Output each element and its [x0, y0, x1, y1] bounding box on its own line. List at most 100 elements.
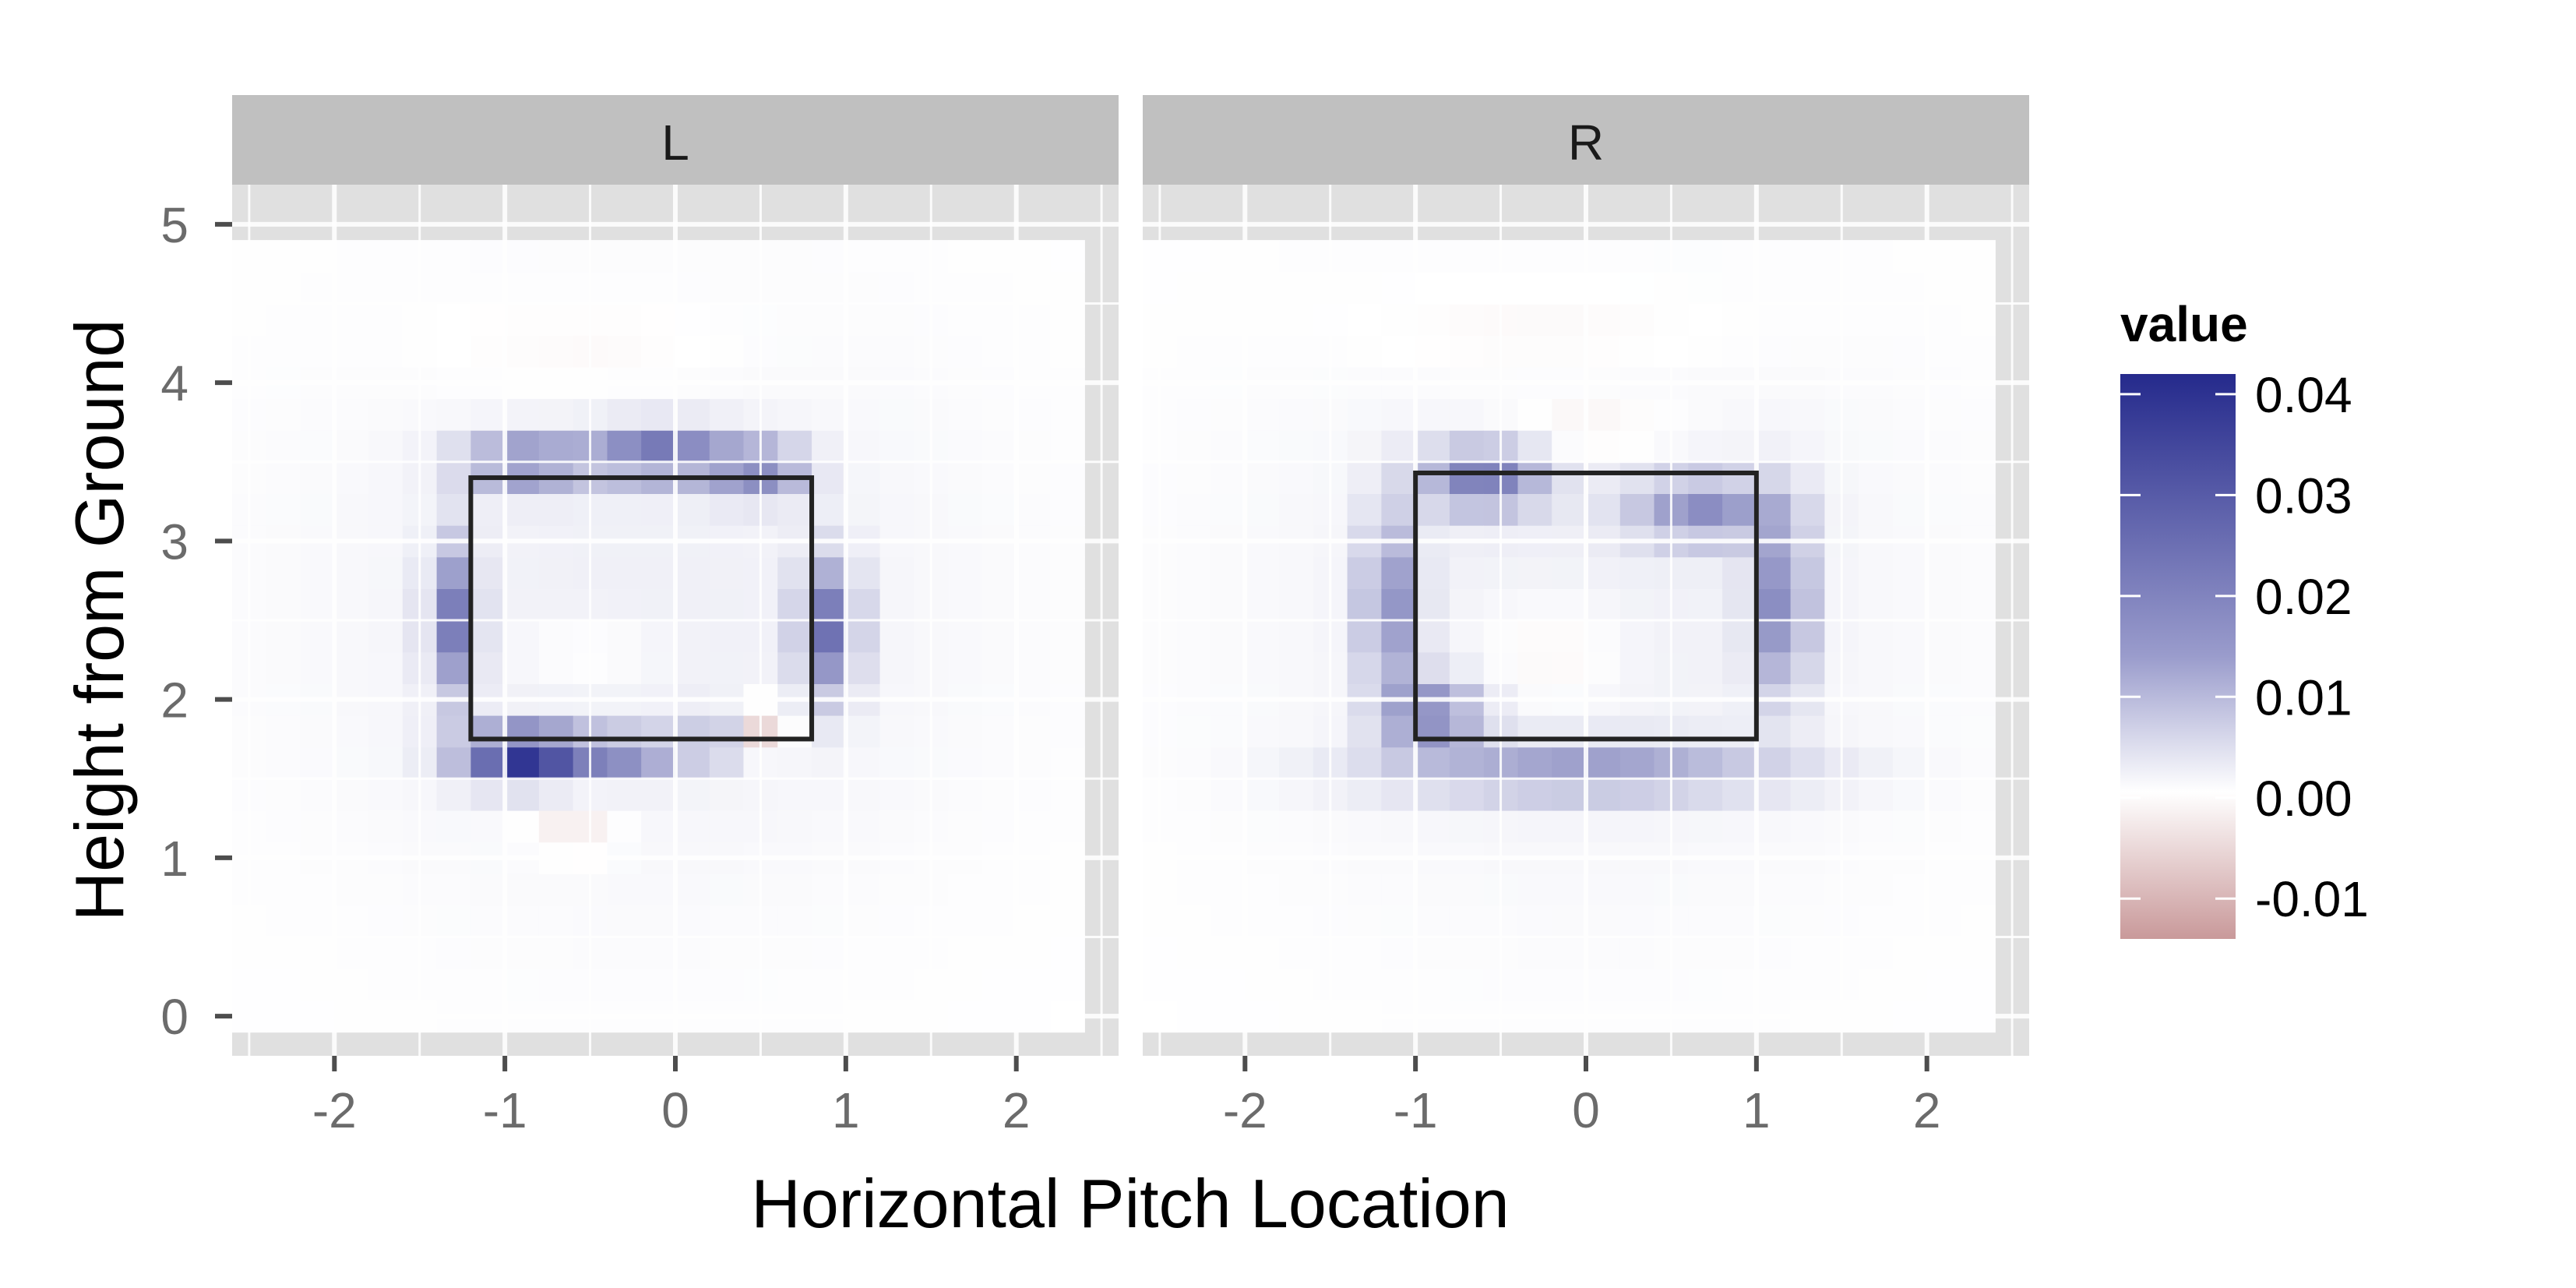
heat-tile [641, 873, 676, 906]
heat-tile [1756, 556, 1792, 589]
heat-tile [1619, 778, 1655, 811]
heat-tile [538, 430, 574, 463]
heat-tile [845, 493, 881, 526]
y-tick-label: 5 [160, 197, 189, 253]
heat-tile [368, 905, 403, 938]
heat-tile [1176, 493, 1212, 526]
heat-tile [709, 715, 745, 748]
heat-tile [334, 493, 369, 526]
heat-tile [1050, 746, 1085, 779]
heat-tile [709, 746, 745, 779]
heat-tile [1381, 620, 1416, 653]
heat-tile [1892, 937, 1928, 969]
heat-tile [777, 873, 812, 906]
heat-tile [538, 556, 574, 589]
heat-tile [981, 335, 1017, 368]
heat-tile [1347, 715, 1382, 748]
heat-tile [948, 937, 983, 969]
heat-tile [1279, 969, 1314, 1001]
heat-tile [1415, 937, 1450, 969]
heat-tile [1756, 620, 1792, 653]
heat-tile [334, 715, 369, 748]
heat-tile [505, 937, 540, 969]
heat-tile [607, 271, 642, 305]
heat-tile [1688, 271, 1723, 305]
heat-tile [1859, 461, 1894, 494]
heat-tile [879, 715, 914, 748]
heat-tile [1245, 556, 1280, 589]
heat-tile [607, 937, 642, 969]
heat-tile [709, 335, 745, 368]
heat-tile [436, 969, 471, 1001]
heat-tile [1619, 937, 1655, 969]
heat-tile [607, 430, 642, 463]
heat-tile [368, 651, 403, 684]
heat-tile [1279, 240, 1314, 273]
heat-tile [1756, 937, 1792, 969]
heat-tile [1586, 556, 1621, 589]
heat-tile [505, 810, 540, 843]
heat-tile [1552, 778, 1587, 811]
heat-tile [436, 303, 471, 336]
heat-tile [1050, 969, 1085, 1001]
heat-tile [1892, 746, 1928, 779]
heat-tile [1552, 873, 1587, 906]
heat-tile [777, 746, 812, 779]
heat-tile [1050, 651, 1085, 684]
heat-tile [1050, 873, 1085, 906]
heat-tile [607, 335, 642, 368]
heat-tile [1688, 335, 1723, 368]
x-tick-label: 1 [1743, 1082, 1771, 1138]
heat-tile [1961, 556, 1996, 589]
heat-tile [1210, 271, 1246, 305]
heat-tile [1756, 746, 1792, 779]
heat-tile [368, 715, 403, 748]
heat-tile [1619, 620, 1655, 653]
heat-tile [948, 746, 983, 779]
heat-tile [1790, 778, 1825, 811]
heat-tile [879, 969, 914, 1001]
heat-tile [1961, 240, 1996, 273]
heat-tile [1415, 335, 1450, 368]
heat-tile [1619, 715, 1655, 748]
heat-tile [981, 937, 1017, 969]
heat-tile [436, 715, 471, 748]
heat-tile [1586, 969, 1621, 1001]
heat-tile [1449, 651, 1485, 684]
heat-tile [981, 810, 1017, 843]
heat-tile [1381, 240, 1416, 273]
heat-tile [1381, 430, 1416, 463]
heat-tile [1722, 810, 1757, 843]
heat-tile [1552, 556, 1587, 589]
heat-tile [505, 398, 540, 431]
heat-tile [607, 746, 642, 779]
heat-tile [1619, 303, 1655, 336]
heat-tile [1619, 398, 1655, 431]
heat-tile [368, 303, 403, 336]
heat-tile [470, 271, 506, 305]
heat-tile [300, 240, 335, 273]
heat-tile [709, 271, 745, 305]
heat-tile [641, 810, 676, 843]
heat-tile [538, 969, 574, 1001]
heat-tile [812, 240, 847, 273]
heat-tile [1722, 271, 1757, 305]
heat-tile [1756, 335, 1792, 368]
heat-tile [1859, 335, 1894, 368]
heat-tile [1415, 556, 1450, 589]
heat-tile [1688, 810, 1723, 843]
heat-tile [1552, 937, 1587, 969]
heat-tile [845, 398, 881, 431]
heat-tile [777, 430, 812, 463]
heat-tile [879, 303, 914, 336]
heat-tile [1347, 493, 1382, 526]
heat-tile [948, 398, 983, 431]
heat-tile [538, 778, 574, 811]
heat-tile [1279, 461, 1314, 494]
heat-tile [1517, 556, 1552, 589]
heat-tile [1449, 398, 1485, 431]
heat-tile [1245, 969, 1280, 1001]
heat-tile [1415, 651, 1450, 684]
heat-tile [1279, 937, 1314, 969]
heat-tile [1016, 778, 1052, 811]
